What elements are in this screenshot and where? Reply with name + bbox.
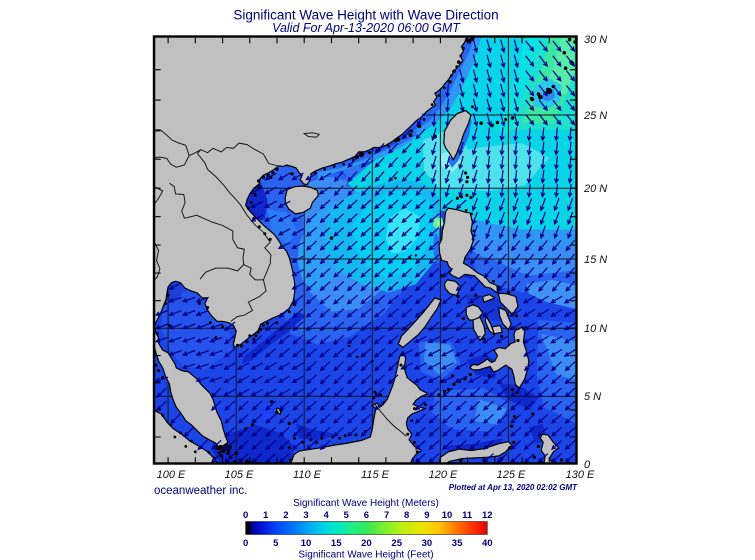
- svg-text:25: 25: [391, 538, 402, 549]
- svg-text:3: 3: [303, 510, 308, 521]
- svg-text:15: 15: [331, 538, 342, 549]
- svg-text:0: 0: [584, 459, 591, 471]
- svg-text:5 N: 5 N: [584, 391, 601, 403]
- svg-text:115 E: 115 E: [361, 469, 390, 481]
- svg-text:130 E: 130 E: [566, 469, 595, 481]
- svg-text:1: 1: [263, 510, 269, 521]
- svg-text:20: 20: [361, 538, 372, 549]
- svg-text:Significant Wave Height with W: Significant Wave Height with Wave Direct…: [233, 8, 498, 23]
- svg-text:oceanweather inc.: oceanweather inc.: [154, 485, 247, 497]
- svg-text:6: 6: [364, 510, 369, 521]
- svg-text:25 N: 25 N: [583, 110, 607, 122]
- svg-text:100 E: 100 E: [157, 469, 186, 481]
- svg-text:11: 11: [462, 510, 473, 521]
- svg-text:Significant Wave Height (Meter: Significant Wave Height (Meters): [293, 498, 439, 509]
- svg-text:0: 0: [243, 510, 248, 521]
- svg-text:40: 40: [482, 538, 493, 549]
- svg-text:15 N: 15 N: [584, 254, 607, 266]
- svg-text:5: 5: [273, 538, 279, 549]
- svg-text:30: 30: [422, 538, 433, 549]
- svg-text:10: 10: [442, 510, 453, 521]
- svg-text:Plotted at Apr 13, 2020 02:02: Plotted at Apr 13, 2020 02:02 GMT: [449, 483, 578, 492]
- svg-text:9: 9: [424, 510, 429, 521]
- svg-text:30 N: 30 N: [584, 34, 607, 46]
- svg-text:7: 7: [384, 510, 389, 521]
- svg-text:105 E: 105 E: [225, 469, 254, 481]
- svg-text:20 N: 20 N: [583, 183, 607, 195]
- svg-text:8: 8: [404, 510, 409, 521]
- svg-text:10: 10: [301, 538, 312, 549]
- svg-text:2: 2: [283, 510, 288, 521]
- svg-text:Significant Wave Height (Feet): Significant Wave Height (Feet): [298, 550, 433, 560]
- svg-text:0: 0: [243, 538, 248, 549]
- svg-text:125 E: 125 E: [497, 469, 526, 481]
- svg-text:Valid For Apr-13-2020 06:00 GM: Valid For Apr-13-2020 06:00 GMT: [272, 21, 461, 35]
- svg-text:5: 5: [344, 510, 350, 521]
- svg-text:4: 4: [324, 510, 330, 521]
- svg-text:110 E: 110 E: [293, 469, 322, 481]
- svg-text:35: 35: [452, 538, 463, 549]
- svg-text:120 E: 120 E: [429, 469, 458, 481]
- svg-text:10 N: 10 N: [584, 323, 607, 335]
- svg-text:12: 12: [482, 510, 493, 521]
